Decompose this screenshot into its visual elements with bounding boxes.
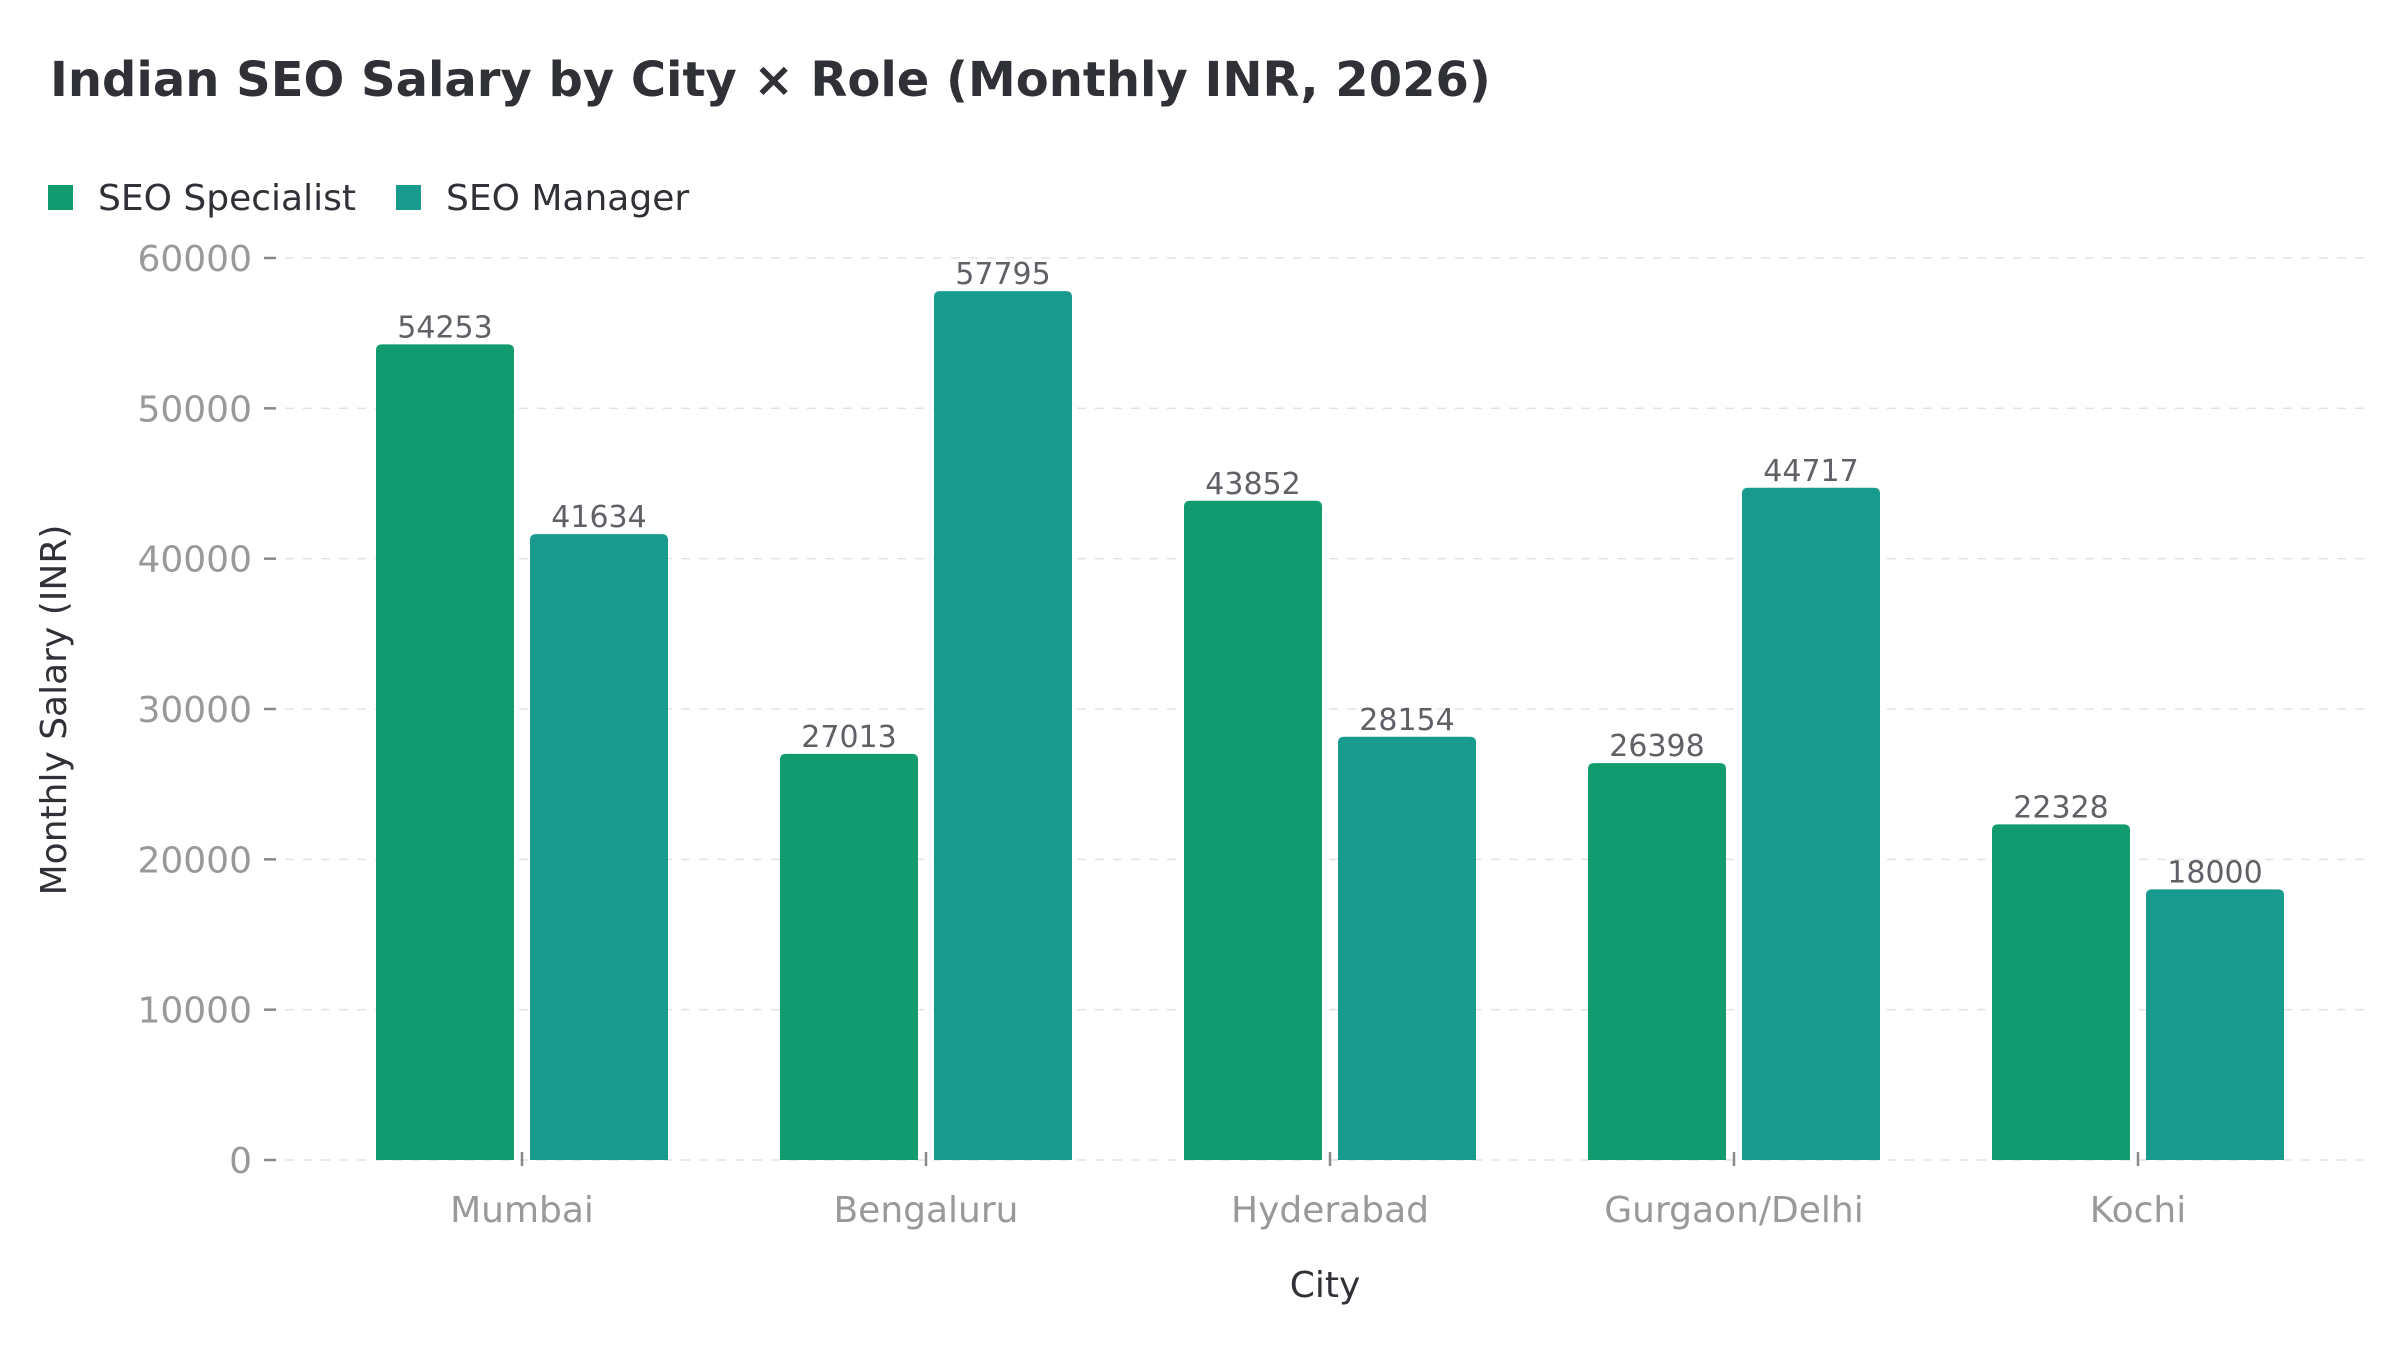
x-axis: Mumbai Bengaluru Hyderabad Gurgaon/Delhi Koc… bbox=[450, 1152, 2186, 1231]
y-tick-label-40000: 40000 bbox=[137, 540, 252, 581]
bar-bengaluru-seo-specialist bbox=[780, 753, 918, 1160]
data-label-mumbai-seo-manager: 41634 bbox=[551, 500, 646, 535]
y-tick-label-20000: 20000 bbox=[137, 840, 252, 881]
x-tick-label-kochi: Kochi bbox=[2090, 1190, 2186, 1231]
data-label-gurgaon-delhi-seo-specialist: 26398 bbox=[1609, 729, 1704, 764]
x-axis-label: City bbox=[1290, 1265, 1361, 1306]
chart-legend: SEO Specialist SEO Manager bbox=[48, 178, 689, 219]
legend-label-seo-specialist: SEO Specialist bbox=[98, 178, 356, 219]
y-axis: 0 10000 20000 30000 40000 50000 60000 bbox=[137, 239, 276, 1182]
data-label-hyderabad-seo-specialist: 43852 bbox=[1205, 467, 1300, 502]
legend-swatch-seo-manager bbox=[395, 185, 421, 210]
y-tick-label-0: 0 bbox=[229, 1141, 252, 1182]
y-axis-label: Monthly Salary (INR) bbox=[34, 525, 75, 896]
data-label-hyderabad-seo-manager: 28154 bbox=[1359, 703, 1454, 738]
bar-mumbai-seo-manager bbox=[530, 534, 668, 1160]
bar-hyderabad-seo-specialist bbox=[1184, 500, 1322, 1160]
x-tick-label-hyderabad: Hyderabad bbox=[1231, 1190, 1429, 1231]
y-tick-label-10000: 10000 bbox=[137, 991, 252, 1032]
data-label-mumbai-seo-specialist: 54253 bbox=[397, 310, 492, 345]
bar-gurgaon-delhi-seo-specialist bbox=[1588, 763, 1726, 1160]
legend-swatch-seo-specialist bbox=[48, 185, 73, 210]
value-labels: 54253 41634 27013 57795 43852 28154 26398 44717… bbox=[397, 257, 2262, 890]
bar-hyderabad-seo-manager bbox=[1338, 736, 1476, 1160]
y-tick-label-60000: 60000 bbox=[137, 239, 252, 280]
y-tick-label-30000: 30000 bbox=[137, 690, 252, 731]
bar-bengaluru-seo-manager bbox=[934, 291, 1072, 1160]
x-tick-label-bengaluru: Bengaluru bbox=[833, 1190, 1018, 1231]
x-tick-label-gurgaon-delhi: Gurgaon/Delhi bbox=[1604, 1190, 1863, 1231]
legend-label-seo-manager: SEO Manager bbox=[446, 178, 689, 219]
bar-kochi-seo-manager bbox=[2146, 889, 2284, 1160]
chart-title: Indian SEO Salary by City × Role (Monthl… bbox=[50, 52, 1491, 108]
data-label-bengaluru-seo-specialist: 27013 bbox=[801, 720, 896, 755]
bar-gurgaon-delhi-seo-manager bbox=[1742, 487, 1880, 1161]
bar-marks bbox=[376, 291, 2284, 1161]
data-label-kochi-seo-manager: 18000 bbox=[2167, 855, 2262, 890]
data-label-bengaluru-seo-manager: 57795 bbox=[955, 257, 1050, 292]
bar-mumbai-seo-specialist bbox=[376, 344, 514, 1160]
data-label-gurgaon-delhi-seo-manager: 44717 bbox=[1763, 454, 1858, 489]
data-label-kochi-seo-specialist: 22328 bbox=[2013, 790, 2108, 825]
y-tick-label-50000: 50000 bbox=[137, 389, 252, 430]
x-tick-label-mumbai: Mumbai bbox=[450, 1190, 594, 1231]
bar-kochi-seo-specialist bbox=[1992, 824, 2130, 1160]
